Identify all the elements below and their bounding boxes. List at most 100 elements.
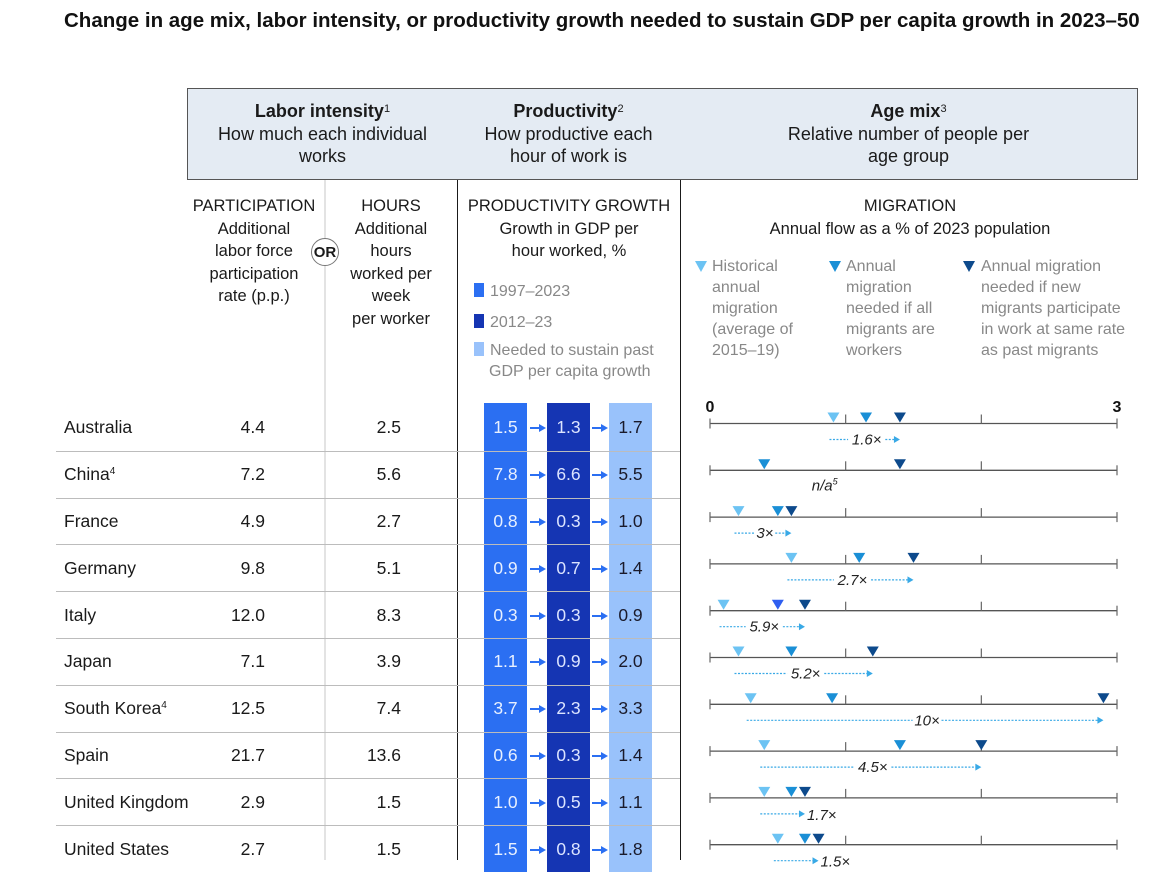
header-labor-intensity: Labor intensity1 How much each individua… (187, 88, 458, 180)
arrow-line (592, 849, 602, 851)
arrow-line (530, 427, 540, 429)
footnote-marker: 3 (940, 103, 947, 115)
legend-label: 2012–23 (490, 314, 553, 331)
prod-1997-2023-value: 1.5 (493, 417, 518, 437)
prod-needed-value: 0.9 (618, 605, 643, 625)
chart-title: Change in age mix, labor intensity, or p… (64, 9, 1140, 32)
marker-historical (758, 740, 771, 751)
arrow-line (530, 615, 540, 617)
arrow-line (592, 802, 602, 804)
multiplier-label: 5.9× (749, 619, 779, 636)
row-separator (56, 638, 680, 639)
subheader-participation: PARTICIPATION Additional labor force par… (187, 195, 321, 308)
arrow-line (530, 708, 540, 710)
multiplier-arrow-head-icon (893, 436, 900, 443)
legend-swatch (474, 314, 484, 328)
arrow-line (530, 755, 540, 757)
marker-historical (758, 786, 771, 797)
prod-needed-value: 1.4 (618, 745, 643, 765)
marker-all-workers (785, 646, 798, 657)
marker-all-workers (853, 552, 866, 563)
legend-line: Annual migration (981, 258, 1102, 275)
hours-value: 7.4 (376, 698, 401, 718)
prod-2012-23-value: 0.5 (556, 792, 581, 812)
footnote-marker: 2 (617, 103, 624, 115)
prod-1997-2023-value: 1.0 (493, 792, 518, 812)
row-separator (56, 591, 680, 592)
participation-desc-line: rate (p.p.) (218, 287, 290, 305)
prod-2012-23-value: 0.3 (556, 745, 581, 765)
legend-item-needed: Needed to sustain past GDP per capita gr… (474, 340, 654, 382)
marker-new-rate (893, 412, 906, 423)
participation-value: 7.2 (240, 464, 265, 484)
legend-line: migrants are (846, 321, 935, 338)
row-separator (56, 825, 680, 826)
prod-2012-23-value: 0.8 (556, 839, 581, 859)
prod-1997-2023-value: 3.7 (493, 698, 518, 718)
marker-new-rate (975, 740, 988, 751)
hours-value: 5.1 (376, 558, 401, 578)
marker-all-workers (785, 786, 798, 797)
marker-all-workers (758, 459, 771, 470)
header-productivity: Productivity2 How productive each hour o… (457, 88, 681, 180)
participation-caption: PARTICIPATION (192, 197, 316, 215)
legend-item-1997-2023: 1997–2023 (474, 281, 570, 302)
legend-line: 2015–19) (712, 342, 780, 359)
country-label: Italy (64, 605, 96, 625)
legend-line: as past migrants (981, 342, 1099, 359)
multiplier-label: 1.7× (807, 807, 837, 824)
multiplier-arrow-head-icon (798, 810, 805, 818)
hours-caption: HOURS (361, 197, 421, 215)
marker-new-rate (1097, 693, 1110, 704)
legend-line: (average of (712, 321, 793, 338)
arrow-head-icon (601, 752, 608, 760)
arrow-head-icon (539, 799, 546, 807)
migration-chart: 0 3 1.6× n/a5 3× 2.7× 5.9× 5.2× 10× 4.5× 1.7× 1.5× (706, 399, 1122, 871)
marker-new-rate (866, 646, 879, 657)
legend-line: Historical (712, 258, 778, 275)
productivity-growth-desc-line: hour worked, % (511, 242, 627, 260)
arrow-head-icon (539, 518, 546, 526)
bar-column-needed (609, 403, 652, 872)
legend-line: workers (846, 342, 903, 359)
legend-line: annual (712, 279, 761, 296)
triangle-marker-icon (829, 261, 841, 272)
arrow-line (592, 474, 602, 476)
hours-desc-line: per worker (352, 309, 430, 328)
prod-1997-2023-value: 1.1 (493, 651, 518, 671)
prod-1997-2023-value: 0.3 (493, 605, 518, 625)
marker-all-workers (893, 740, 906, 751)
participation-value: 4.4 (240, 417, 265, 437)
subheader-productivity-growth: PRODUCTIVITY GROWTH Growth in GDP per ho… (460, 195, 678, 263)
arrow-head-icon (601, 424, 608, 432)
multiplier-arrow-head-icon (975, 763, 982, 771)
arrow-head-icon (539, 471, 546, 479)
country-label: Australia (64, 417, 132, 437)
header-age-mix-title: Age mix (870, 101, 941, 121)
prod-needed-value: 1.1 (618, 792, 643, 812)
column-divider-light (324, 180, 326, 860)
country-name: Italy (64, 605, 97, 625)
marker-new-rate (785, 506, 798, 517)
participation-value: 12.0 (230, 605, 265, 625)
prod-1997-2023-value: 7.8 (493, 464, 518, 484)
subheader-hours: HOURS Additional hours worked per week p… (335, 195, 447, 330)
multiplier-label: 3× (756, 525, 773, 542)
prod-needed-value: 1.0 (618, 511, 643, 531)
marker-historical (744, 693, 757, 704)
hours-value: 5.6 (376, 464, 401, 484)
country-label: Japan (64, 651, 112, 671)
arrow-head-icon (601, 799, 608, 807)
marker-historical (827, 412, 840, 423)
header-age-mix-desc: Relative number of people per age group (787, 123, 1030, 167)
legend-label: Needed to sustain past (490, 342, 654, 359)
country-label: South Korea4 (64, 698, 167, 718)
marker-all-workers (771, 506, 784, 517)
country-label: France (64, 511, 118, 531)
prod-2012-23-value: 1.3 (556, 417, 581, 437)
legend-item-2012-23: 2012–23 (474, 312, 552, 333)
arrow-line (530, 474, 540, 476)
header-productivity-title: Productivity (513, 101, 618, 121)
multiplier-label: 10× (914, 712, 939, 729)
arrow-head-icon (539, 612, 546, 620)
